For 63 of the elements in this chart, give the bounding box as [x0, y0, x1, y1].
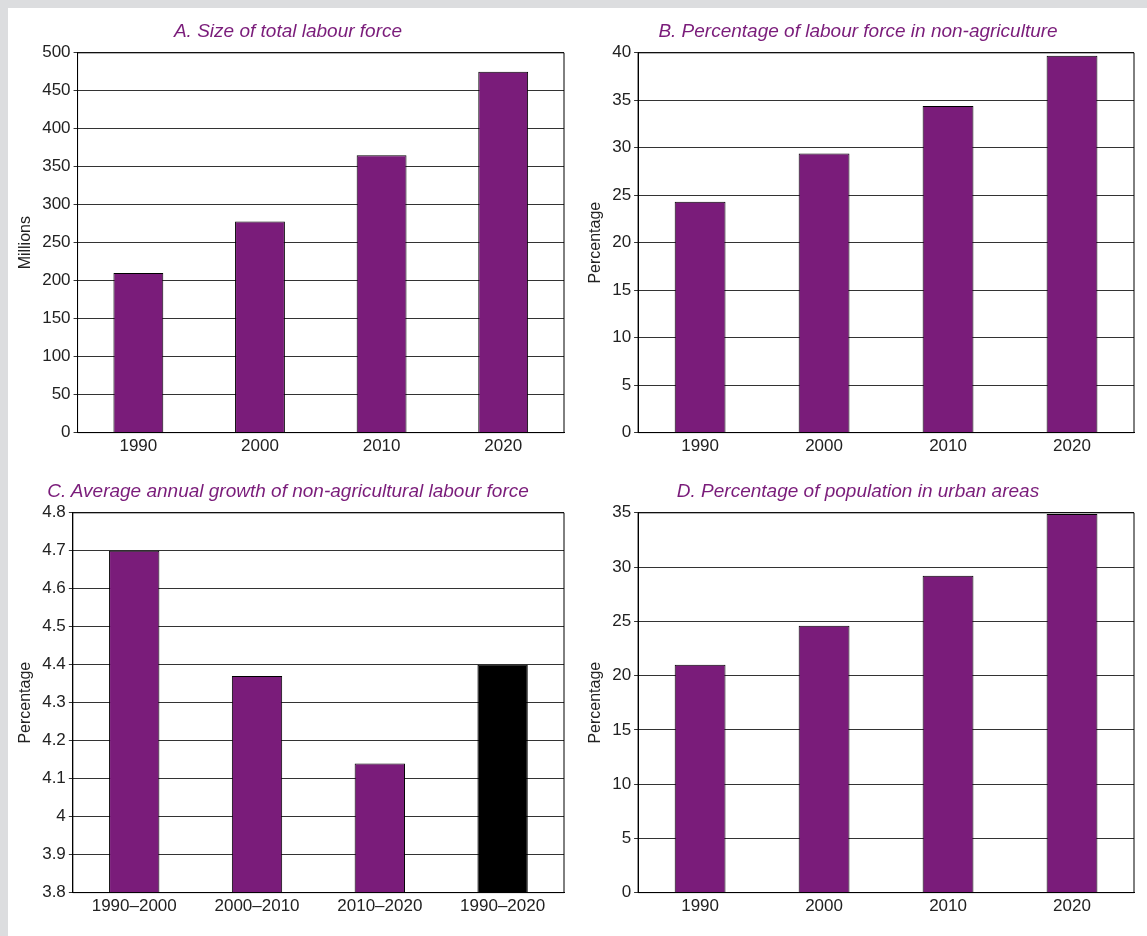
y-tick-label: 30 — [612, 137, 632, 157]
y-tick-label: 450 — [42, 80, 71, 100]
y-tick-label: 3.9 — [42, 844, 66, 864]
y-tick-label: 35 — [612, 502, 632, 522]
x-tick-label: 1990–2020 — [460, 896, 546, 916]
x-tick-label: 2000 — [805, 896, 843, 916]
y-tick-label: 20 — [612, 232, 632, 252]
x-tick-label: 1990 — [681, 896, 720, 916]
x-tick-label: 2010–2020 — [337, 896, 423, 916]
x-tick-label: 2020 — [1053, 436, 1091, 456]
y-tick-label: 10 — [612, 773, 632, 793]
y-tick-label: 0 — [621, 882, 632, 902]
y-tick-label: 4.6 — [42, 578, 66, 598]
x-tick-label: 2000 — [805, 436, 843, 456]
x-tick-label: 1990–2000 — [91, 896, 177, 916]
x-tick-label: 2020 — [484, 436, 523, 456]
y-tick-label: 40 — [612, 42, 632, 62]
y-tick-label: 500 — [42, 42, 71, 62]
y-tick-label: 35 — [612, 89, 632, 109]
chart-title: D. Percentage of population in urban areas — [676, 479, 1040, 501]
x-tick-label: 1990 — [681, 436, 720, 456]
y-tick-label: 25 — [612, 184, 632, 204]
y-tick-label: 100 — [42, 346, 71, 366]
x-tick-label: 2010 — [929, 896, 967, 916]
y-tick-label: 20 — [612, 665, 632, 685]
x-tick-label: 2010 — [929, 436, 967, 456]
x-tick-label: 2020 — [1053, 896, 1091, 916]
y-axis-title: Percentage — [586, 661, 604, 744]
y-tick-label: 0 — [621, 422, 632, 442]
chart-title: A. Size of total labour force — [172, 19, 403, 41]
y-tick-label: 400 — [42, 118, 71, 138]
x-tick-label: 2000 — [241, 436, 279, 456]
y-tick-label: 4.5 — [42, 616, 66, 636]
x-tick-label: 1990 — [119, 436, 158, 456]
y-tick-label: 15 — [612, 279, 632, 299]
y-tick-label: 300 — [42, 194, 71, 214]
y-axis-title: Percentage — [586, 201, 604, 284]
y-tick-label: 10 — [612, 327, 632, 347]
y-tick-label: 4.3 — [42, 692, 66, 712]
y-tick-label: 25 — [612, 611, 632, 630]
y-tick-label: 5 — [621, 828, 632, 848]
y-axis-title: Millions — [16, 216, 34, 270]
y-axis-title: Percentage — [16, 661, 34, 744]
x-tick-label: 2010 — [362, 436, 401, 456]
y-tick-label: 50 — [51, 384, 71, 404]
y-tick-label: 250 — [42, 232, 71, 252]
y-tick-label: 4.1 — [42, 768, 66, 788]
y-tick-label: 0 — [61, 422, 71, 442]
y-tick-label: 4.4 — [42, 654, 66, 674]
y-tick-label: 350 — [42, 156, 71, 176]
chart-title: C. Average annual growth of non-agricultural labour force — [47, 479, 529, 501]
chart-title: B. Percentage of labour force in non-agriculture — [658, 19, 1058, 41]
y-tick-label: 30 — [612, 556, 632, 576]
y-tick-label: 4 — [56, 806, 66, 826]
x-tick-label: 2000–2010 — [214, 896, 300, 916]
y-tick-label: 4.7 — [42, 540, 66, 560]
y-tick-label: 150 — [42, 308, 71, 328]
y-tick-label: 4.2 — [42, 730, 66, 750]
y-tick-label: 4.8 — [42, 502, 66, 522]
y-tick-label: 200 — [42, 270, 71, 290]
y-tick-label: 3.8 — [42, 882, 66, 902]
y-tick-label: 5 — [621, 374, 632, 394]
y-tick-label: 15 — [612, 719, 632, 739]
